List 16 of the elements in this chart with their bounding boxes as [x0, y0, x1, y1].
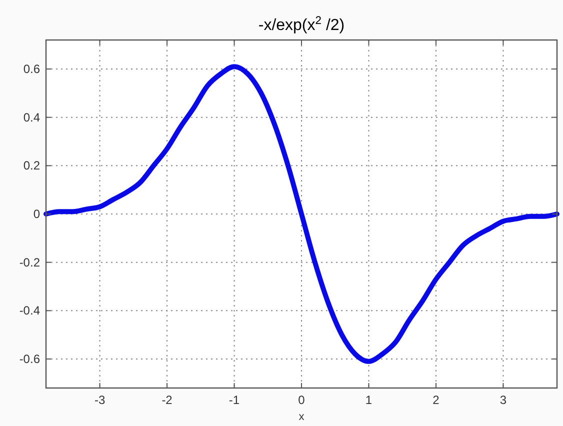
chart-title: -x/exp(x$^{2}$/2): [258, 15, 345, 34]
x-tick-label: 0: [298, 393, 306, 407]
x-tick-label: -1: [228, 393, 240, 407]
y-tick-label: -0.2: [19, 255, 40, 270]
y-tick-label: 0: [33, 207, 40, 221]
x-tick-label: 2: [432, 393, 440, 407]
x-axis-title: x: [298, 411, 305, 423]
x-tick-label: 1: [365, 393, 372, 407]
y-tick-label: 0.6: [23, 62, 40, 76]
x-tick-label: 3: [500, 393, 507, 407]
y-tick-label: -0.4: [19, 304, 40, 318]
y-tick-label: -0.6: [19, 352, 40, 366]
y-tick-label: 0.4: [23, 110, 40, 124]
x-tick-label: -3: [94, 393, 106, 407]
x-tick-label: -2: [162, 393, 173, 407]
y-tick-label: 0.2: [23, 158, 40, 173]
